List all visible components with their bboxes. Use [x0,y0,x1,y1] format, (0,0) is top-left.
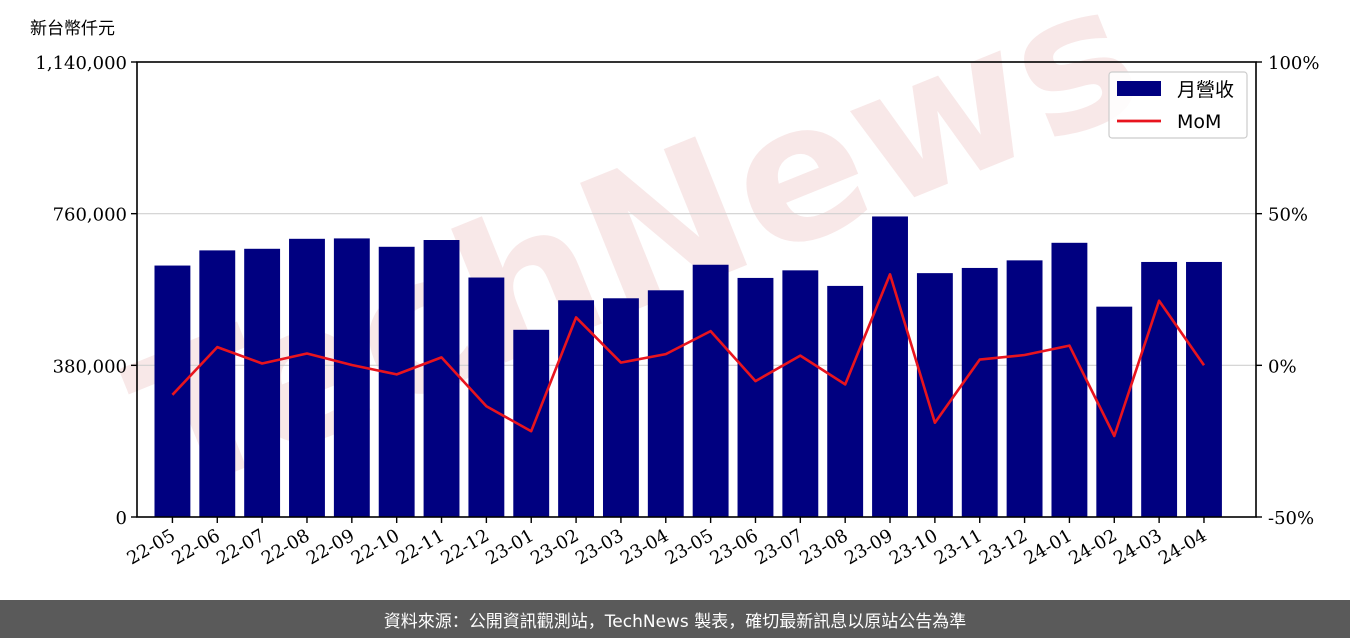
bar [333,238,370,517]
x-tick-label: 24-01 [1020,525,1075,569]
x-tick-label: 22-12 [437,525,492,569]
bar [827,285,864,517]
bar [378,246,415,517]
bar [154,265,191,517]
bar [289,238,325,517]
x-tick-label: 23-11 [931,525,986,569]
footer-source-note: 資料來源：公開資訊觀測站，TechNews 製表，確切最新訊息以原站公告為準 [0,600,1350,638]
bar [961,267,998,517]
y-right-tick-label: 50% [1268,205,1308,226]
x-tick-label: 22-09 [303,525,358,569]
x-tick-label: 22-07 [213,525,268,569]
x-tick-label: 23-12 [976,525,1031,569]
y-left-tick-label: 0 [116,508,127,529]
legend-swatch-revenue [1117,81,1161,96]
bar [423,240,460,517]
bar [692,264,729,517]
bar-series [154,216,1222,518]
bar [558,300,595,517]
bar [1051,242,1088,518]
x-tick-label: 24-03 [1110,525,1165,569]
plot-frame [136,61,1257,518]
y-right-tick-label: -50% [1268,508,1314,529]
bar [1186,261,1222,517]
x-tick-label: 23-01 [482,525,537,569]
legend-label-mom: MoM [1177,111,1221,133]
mom-line [171,272,1206,438]
bar [916,273,953,517]
bar [872,216,908,518]
line-series [171,272,1206,438]
x-tick-label: 23-04 [617,525,672,569]
x-tick-label: 23-09 [841,525,896,569]
x-tick-label: 23-05 [662,525,717,569]
bar [1006,260,1043,517]
y-left-tick-label: 1,140,000 [35,53,127,74]
y-left-tick-label: 760,000 [53,205,127,226]
bar [602,298,639,517]
x-tick-label: 24-02 [1065,525,1120,569]
x-tick-label: 23-06 [707,525,762,569]
y-left-tick-label: 380,000 [53,356,127,377]
y-axis-title: 新台幣仟元 [30,19,115,39]
y-right-tick-label: 100% [1268,53,1319,74]
x-tick-label: 22-10 [348,525,403,569]
legend: 月營收 MoM [1108,71,1248,139]
bar [468,277,505,517]
x-tick-label: 23-08 [796,525,851,569]
bar [782,270,819,517]
x-tick-label: 22-05 [123,525,178,569]
legend-label-revenue: 月營收 [1177,79,1234,101]
x-tick-label: 24-04 [1155,525,1210,569]
chart-area: TechNews 0380,000760,0001,140,000-50%0%5… [35,0,1319,569]
x-tick-label: 23-07 [751,525,806,569]
x-tick-label: 22-08 [258,525,313,569]
x-tick-label: 22-11 [393,525,448,569]
x-tick-label: 23-10 [886,525,941,569]
bar [244,248,281,517]
x-tick-label: 23-03 [572,525,627,569]
y-right-tick-label: 0% [1268,356,1297,377]
bar [737,277,774,517]
bar [647,290,684,517]
x-tick-label: 23-02 [527,525,582,569]
bar [199,250,236,517]
